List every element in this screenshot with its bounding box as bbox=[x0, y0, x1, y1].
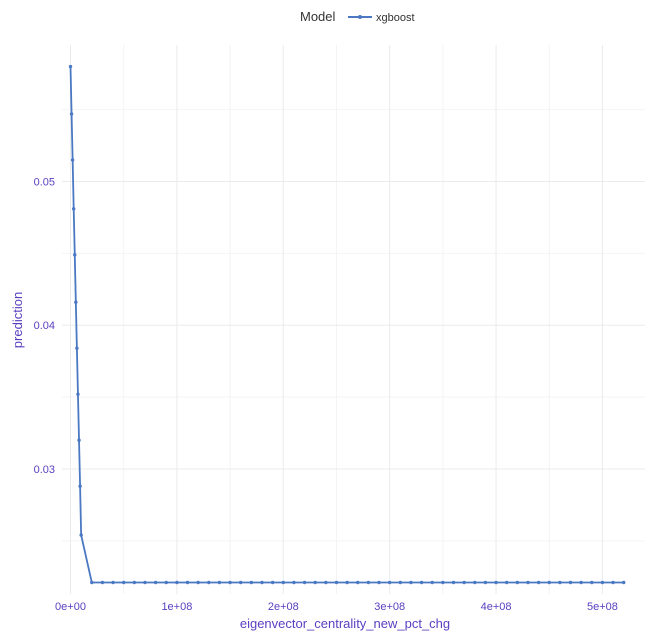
data-point bbox=[292, 580, 296, 585]
data-point bbox=[377, 580, 381, 585]
data-point bbox=[77, 438, 81, 442]
data-point bbox=[504, 580, 509, 585]
data-point bbox=[515, 580, 520, 585]
data-point bbox=[69, 112, 74, 116]
data-point bbox=[76, 392, 80, 396]
data-point bbox=[547, 580, 551, 585]
data-point bbox=[207, 580, 211, 585]
y-axis-title: prediction bbox=[10, 292, 25, 348]
data-point bbox=[526, 580, 530, 585]
data-point bbox=[239, 580, 243, 585]
y-tick-label: 0.03 bbox=[34, 464, 55, 476]
data-point bbox=[441, 580, 445, 585]
data-point bbox=[313, 580, 317, 585]
grid-minor bbox=[62, 45, 645, 594]
data-point bbox=[324, 580, 328, 585]
series-layer bbox=[68, 64, 626, 585]
data-point bbox=[579, 580, 583, 585]
y-tick-label: 0.04 bbox=[34, 320, 55, 332]
data-point bbox=[249, 580, 254, 585]
data-point bbox=[462, 580, 466, 585]
legend-key-point bbox=[358, 15, 362, 19]
data-point bbox=[536, 580, 541, 585]
data-point bbox=[473, 580, 477, 585]
data-point bbox=[175, 580, 179, 585]
data-point bbox=[74, 300, 78, 304]
x-tick-labels: 0e+00 1e+08 2e+08 3e+08 4e+08 5e+08 bbox=[55, 601, 618, 613]
data-point bbox=[558, 580, 562, 585]
grid-major bbox=[62, 45, 645, 594]
data-point bbox=[494, 580, 498, 585]
data-point bbox=[430, 580, 434, 585]
data-point bbox=[111, 580, 115, 585]
legend-entry-xgboost: xgboost bbox=[376, 12, 415, 24]
x-tick-label: 0e+00 bbox=[55, 601, 86, 613]
x-tick-label: 1e+08 bbox=[161, 601, 192, 613]
data-point bbox=[132, 580, 137, 585]
data-point bbox=[409, 580, 413, 585]
data-point bbox=[419, 580, 424, 585]
data-point bbox=[281, 580, 285, 585]
data-point bbox=[345, 580, 349, 585]
data-point bbox=[217, 580, 222, 585]
data-point bbox=[100, 580, 105, 585]
legend-title: Model bbox=[300, 9, 336, 24]
y-tick-labels: 0.03 0.04 0.05 bbox=[34, 177, 55, 476]
data-point bbox=[451, 580, 456, 585]
data-point bbox=[75, 346, 79, 350]
data-point bbox=[78, 484, 82, 488]
series-line-xgboost bbox=[69, 66, 624, 584]
x-tick-label: 3e+08 bbox=[374, 601, 405, 613]
data-point bbox=[260, 580, 264, 585]
legend: Model xgboost bbox=[300, 9, 415, 24]
data-point bbox=[398, 580, 403, 585]
data-point bbox=[568, 580, 573, 585]
data-point bbox=[611, 580, 615, 585]
data-point bbox=[196, 580, 200, 585]
data-point bbox=[72, 207, 76, 211]
data-point bbox=[622, 580, 626, 585]
data-point bbox=[483, 580, 488, 585]
data-point bbox=[387, 580, 392, 585]
data-point bbox=[73, 253, 77, 257]
data-point bbox=[270, 580, 275, 585]
data-point bbox=[185, 580, 190, 585]
data-point bbox=[164, 580, 168, 585]
x-tick-label: 2e+08 bbox=[268, 601, 299, 613]
data-point bbox=[356, 580, 360, 585]
data-point bbox=[79, 533, 83, 537]
data-point bbox=[122, 580, 126, 585]
data-point bbox=[70, 158, 75, 162]
y-tick-label: 0.05 bbox=[34, 177, 55, 189]
data-point bbox=[334, 580, 339, 585]
data-point bbox=[143, 580, 147, 585]
data-point bbox=[590, 580, 594, 585]
data-point bbox=[302, 580, 307, 585]
data-point bbox=[600, 580, 605, 585]
data-point bbox=[228, 580, 232, 585]
data-point bbox=[366, 580, 371, 585]
data-point bbox=[153, 580, 158, 585]
x-axis-title: eigenvector_centrality_new_pct_chg bbox=[240, 616, 450, 631]
x-tick-label: 4e+08 bbox=[481, 601, 512, 613]
data-point bbox=[90, 580, 94, 585]
x-tick-label: 5e+08 bbox=[587, 601, 618, 613]
data-point bbox=[68, 64, 73, 69]
